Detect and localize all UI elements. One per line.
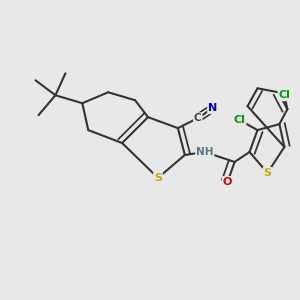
Text: S: S	[154, 173, 162, 183]
Text: Cl: Cl	[234, 115, 245, 125]
Text: O: O	[223, 177, 232, 187]
Text: N: N	[208, 103, 217, 113]
Text: C: C	[194, 113, 202, 123]
Text: NH: NH	[196, 147, 214, 157]
Text: S: S	[263, 168, 272, 178]
Text: Cl: Cl	[278, 90, 290, 100]
